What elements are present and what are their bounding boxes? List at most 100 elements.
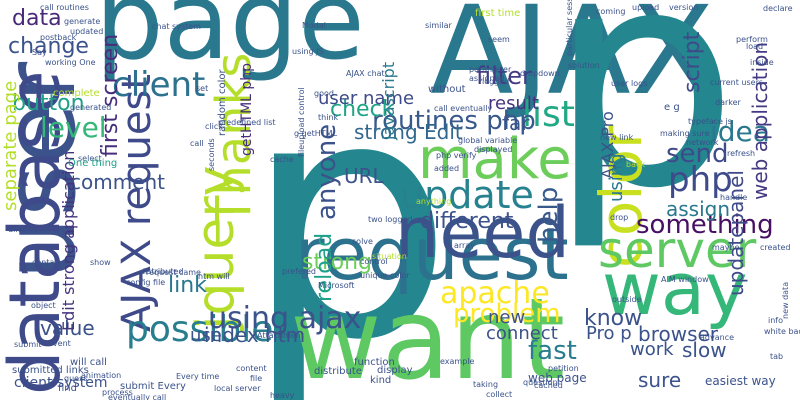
cloud-word: array <box>454 241 475 250</box>
cloud-word: object <box>31 301 56 310</box>
cloud-word: display <box>377 365 413 376</box>
cloud-word: need <box>395 192 570 274</box>
cloud-word: far <box>502 111 530 135</box>
cloud-word: similar <box>425 21 452 30</box>
cloud-word: config file <box>126 278 166 287</box>
cloud-word: result <box>488 93 539 114</box>
cloud-word: level <box>40 111 107 144</box>
cloud-word: refresh <box>727 149 756 158</box>
cloud-word: help <box>534 186 564 243</box>
cloud-word: strong Edit <box>354 120 463 144</box>
cloud-word: example <box>440 357 475 366</box>
cloud-word: php <box>668 160 733 200</box>
cloud-word: drop <box>610 213 629 222</box>
cloud-word: something <box>636 210 774 240</box>
cloud-word: upload <box>632 3 660 12</box>
cloud-word: load <box>746 42 764 51</box>
cloud-word: maybe <box>712 243 740 252</box>
cloud-word: comment <box>70 170 166 194</box>
cloud-word: problem <box>453 299 561 329</box>
cloud-word: control <box>360 257 388 266</box>
cloud-word: update <box>400 173 534 217</box>
cloud-word: call routines <box>40 3 89 12</box>
cloud-word: contains <box>32 258 66 267</box>
cloud-word: seconds <box>207 138 216 171</box>
cloud-word: list <box>522 94 575 135</box>
cloud-word: Edit strong application <box>59 150 78 331</box>
cloud-word: filter <box>476 62 532 90</box>
cloud-word: outside <box>612 295 642 304</box>
cloud-word: sure <box>638 368 682 392</box>
cloud-word: new <box>488 307 526 328</box>
cloud-word: strong <box>302 250 373 275</box>
cloud-word: making sure <box>660 129 710 138</box>
cloud-word: question <box>523 378 558 387</box>
cloud-word: advance <box>700 333 735 342</box>
cloud-word: new data <box>781 281 790 319</box>
cloud-word: g getHTML <box>294 129 338 138</box>
cloud-word: Attachment <box>257 331 304 340</box>
cloud-word: will call <box>70 357 107 368</box>
cloud-word: good <box>314 89 334 98</box>
cloud-word: coming <box>596 7 626 16</box>
cloud-word: value <box>40 316 95 340</box>
cloud-word: click <box>205 122 223 131</box>
cloud-word: URL <box>344 164 384 188</box>
cloud-word: user name <box>318 88 415 109</box>
cloud-word: guess <box>64 374 88 383</box>
cloud-word: send <box>666 139 729 169</box>
cloud-word: logged <box>482 77 510 86</box>
cloud-word: fileupload control <box>297 87 306 157</box>
cloud-word: page <box>95 0 365 84</box>
cloud-word: perform <box>736 35 768 44</box>
cloud-word: One thing <box>68 158 118 169</box>
cloud-word: call <box>190 139 204 148</box>
cloud-word: idea <box>710 115 770 148</box>
cloud-word: cache <box>270 155 294 164</box>
cloud-word: darker <box>715 98 741 107</box>
cloud-word: submitted links <box>12 365 89 376</box>
cloud-word: generate <box>64 17 101 26</box>
cloud-word: client <box>112 65 206 105</box>
cloud-word: php verify <box>436 151 477 160</box>
cloud-word: AIM window <box>661 275 709 284</box>
cloud-word: using ajax <box>208 301 362 336</box>
cloud-word: solution <box>568 61 600 70</box>
cloud-word: change <box>8 34 89 59</box>
cloud-word: Pro p <box>586 323 632 344</box>
cloud-word: postback <box>40 33 77 42</box>
cloud-word: function <box>354 357 395 368</box>
cloud-word: think <box>318 113 339 122</box>
cloud-word: version <box>669 3 699 12</box>
cloud-word: first time <box>475 8 521 19</box>
cloud-word: new link <box>600 133 634 142</box>
cloud-word: complete <box>53 88 100 99</box>
cloud-word: know <box>584 306 643 331</box>
cloud-word: way <box>602 247 748 331</box>
cloud-word: distribute <box>314 366 362 377</box>
cloud-word: Every time <box>176 372 220 381</box>
cloud-word: anything <box>416 197 452 206</box>
cloud-word: client system <box>14 375 108 391</box>
cloud-word: different <box>420 209 514 234</box>
cloud-word: check <box>330 97 395 122</box>
cloud-word: submit <box>14 340 42 349</box>
cloud-word: declare <box>763 4 793 13</box>
cloud-word: file <box>250 374 263 383</box>
cloud-word: network <box>686 138 719 147</box>
cloud-word: reload <box>312 232 337 302</box>
cloud-word: using <box>606 153 627 202</box>
cloud-word: assigned <box>469 74 505 83</box>
cloud-word: AJAX request <box>114 74 160 332</box>
cloud-word: separate page <box>0 80 21 211</box>
cloud-word: solve <box>352 237 373 246</box>
cloud-word: cached <box>534 381 563 390</box>
cloud-word: generated <box>70 103 112 112</box>
cloud-word: apache <box>440 276 550 311</box>
cloud-word: link <box>168 273 207 298</box>
cloud-word: taking <box>473 380 499 389</box>
cloud-word: handle <box>720 193 748 202</box>
cloud-word: local server <box>214 384 261 393</box>
cloud-word: kind <box>370 375 392 386</box>
cloud-word: e g <box>664 102 680 113</box>
